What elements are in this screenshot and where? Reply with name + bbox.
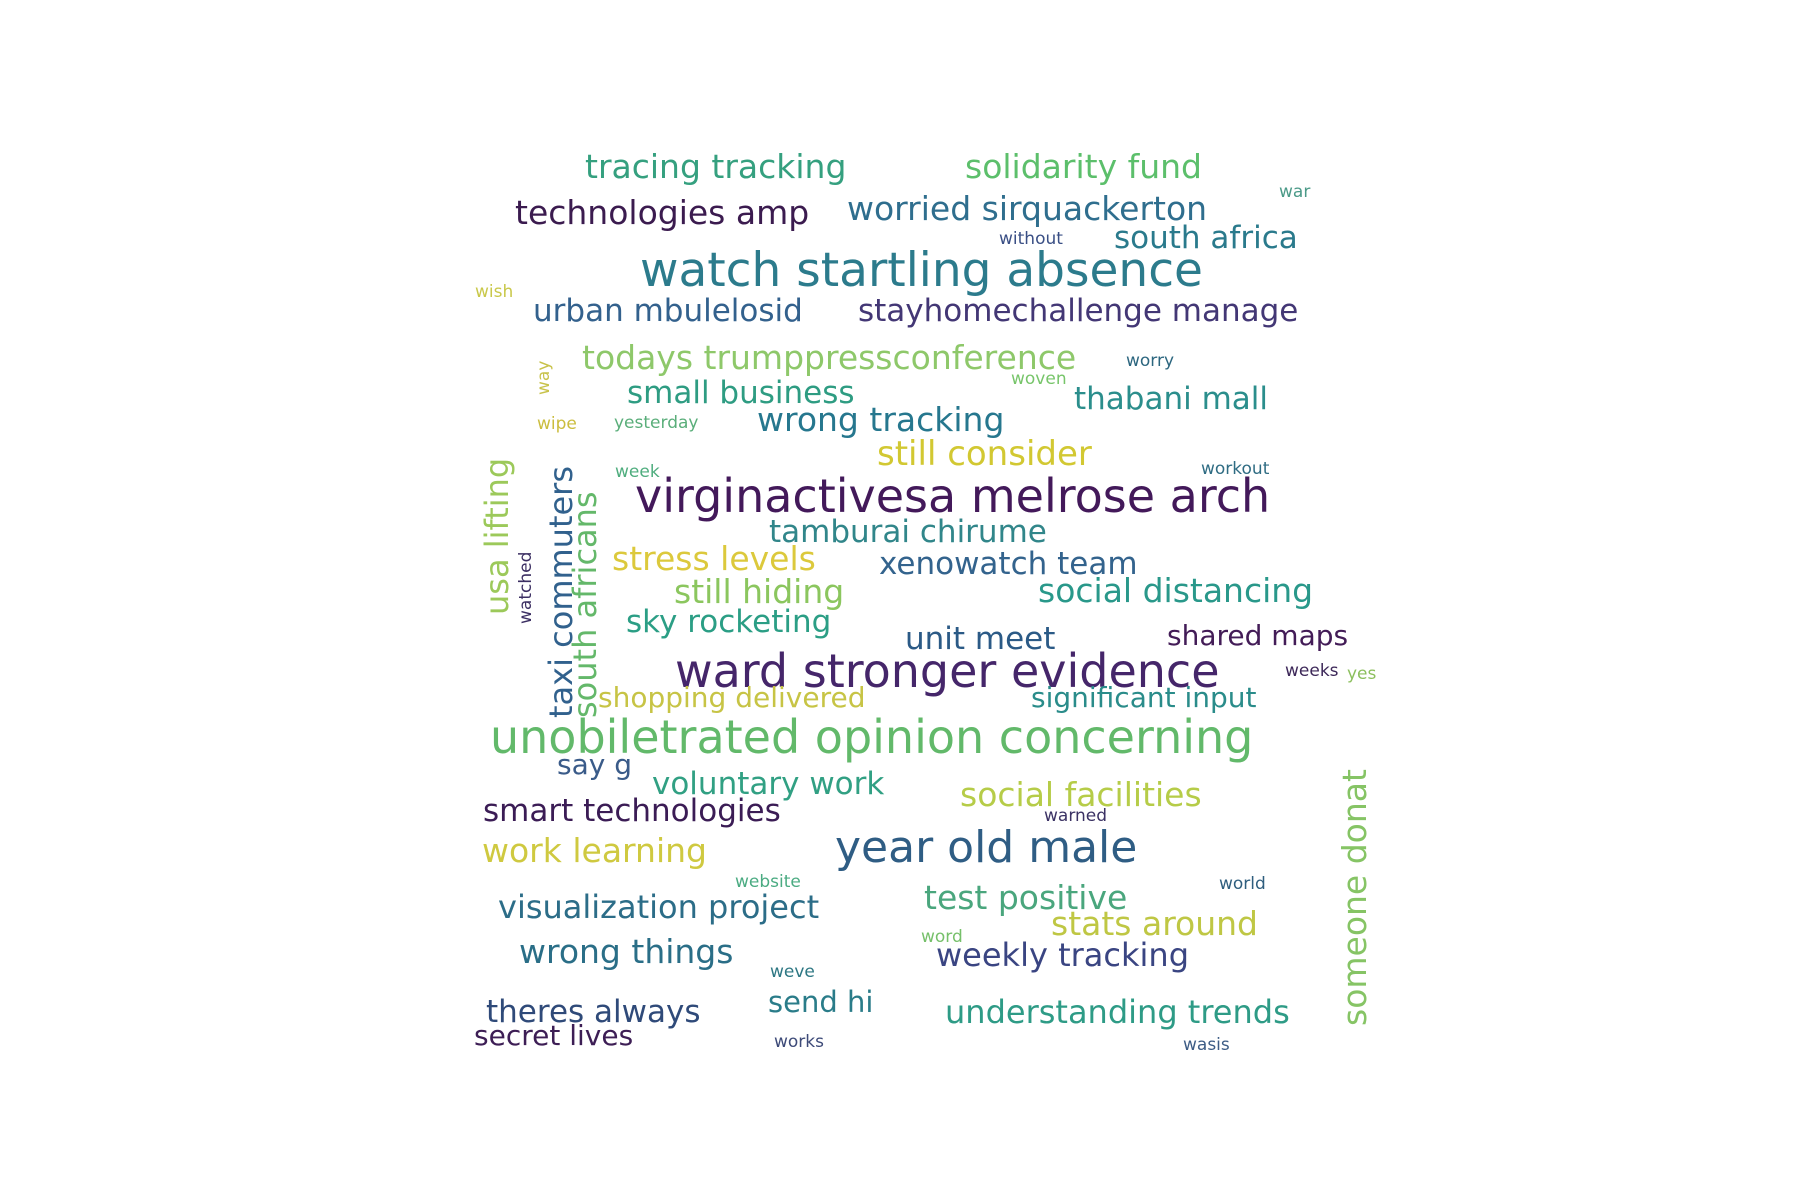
word-urban-mbulelosid: urban mbulelosid (533, 293, 803, 329)
word-still-hiding: still hiding (674, 572, 844, 611)
word-stress-levels: stress levels (612, 539, 816, 578)
word-say-g: say g (557, 748, 632, 781)
word-wipe: wipe (537, 414, 577, 434)
word-yesterday: yesterday (614, 413, 698, 433)
word-war: war (1279, 182, 1310, 202)
word-voluntary-work: voluntary work (652, 766, 884, 802)
word-social-facilities: social facilities (960, 775, 1202, 814)
word-xenowatch-team: xenowatch team (879, 546, 1138, 582)
word-tracing-tracking: tracing tracking (585, 147, 846, 186)
word-visualization-project: visualization project (498, 888, 819, 926)
word-weeks: weeks (1285, 661, 1339, 681)
word-small-business: small business (627, 375, 855, 411)
word-wish: wish (475, 282, 513, 302)
word-smart-technologies: smart technologies (483, 793, 781, 829)
word-test-positive: test positive (924, 878, 1127, 917)
word-significant-input: significant input (1031, 681, 1257, 714)
word-website: website (735, 872, 801, 892)
word-south-africans: south africans (566, 491, 604, 718)
word-stayhomechallenge-manage: stayhomechallenge manage (858, 293, 1298, 329)
word-virginactivesa-melrose-arch: virginactivesa melrose arch (635, 469, 1270, 523)
word-workout: workout (1201, 459, 1270, 479)
word-send-hi: send hi (768, 985, 873, 1019)
word-usa-lifting: usa lifting (478, 458, 516, 615)
word-word: word (921, 927, 963, 947)
word-taxi-commuters: taxi commuters (542, 466, 580, 718)
word-watch-startling-absence: watch startling absence (640, 243, 1203, 298)
word-secret-lives: secret lives (474, 1019, 633, 1052)
word-weve: weve (770, 962, 815, 982)
word-weekly-tracking: weekly tracking (936, 936, 1189, 974)
word-theres-always: theres always (486, 994, 700, 1030)
word-works: works (774, 1032, 824, 1052)
word-south-africa: south africa (1114, 220, 1298, 256)
word-shared-maps: shared maps (1167, 619, 1348, 652)
word-thabani-mall: thabani mall (1074, 381, 1268, 417)
word-wrong-things: wrong things (519, 932, 733, 971)
word-worry: worry (1126, 351, 1174, 371)
word-year-old-male: year old male (835, 822, 1137, 873)
word-yes: yes (1347, 664, 1377, 684)
word-way: way (534, 361, 554, 395)
word-shopping-delivered: shopping delivered (598, 681, 865, 714)
word-world: world (1219, 874, 1266, 894)
word-work-learning: work learning (482, 831, 707, 870)
word-warned: warned (1044, 806, 1107, 826)
word-stats-around: stats around (1051, 904, 1258, 943)
word-unit-meet: unit meet (905, 621, 1055, 657)
word-watched: watched (516, 552, 536, 624)
word-tamburai-chirume: tamburai chirume (769, 514, 1047, 550)
word-wrong-tracking: wrong tracking (757, 400, 1004, 439)
word-todays-trumppressconference: todays trumppressconference (582, 338, 1076, 377)
word-woven: woven (1011, 369, 1067, 389)
word-solidarity-fund: solidarity fund (965, 147, 1202, 186)
word-worried-sirquackerton: worried sirquackerton (847, 189, 1207, 228)
word-still-consider: still consider (877, 434, 1092, 474)
word-week: week (615, 462, 660, 482)
word-technologies-amp: technologies amp (515, 193, 809, 232)
word-wasis: wasis (1183, 1035, 1230, 1055)
word-someone-donat: someone donat (1335, 769, 1374, 1026)
word-social-distancing: social distancing (1038, 571, 1313, 610)
word-understanding-trends: understanding trends (945, 993, 1290, 1031)
word-ward-stronger-evidence: ward stronger evidence (675, 644, 1220, 698)
word-sky-rocketing: sky rocketing (626, 604, 831, 640)
word-unobiletrated-opinion-concerning: unobiletrated opinion concerning (490, 710, 1253, 764)
word-without: without (999, 229, 1063, 249)
